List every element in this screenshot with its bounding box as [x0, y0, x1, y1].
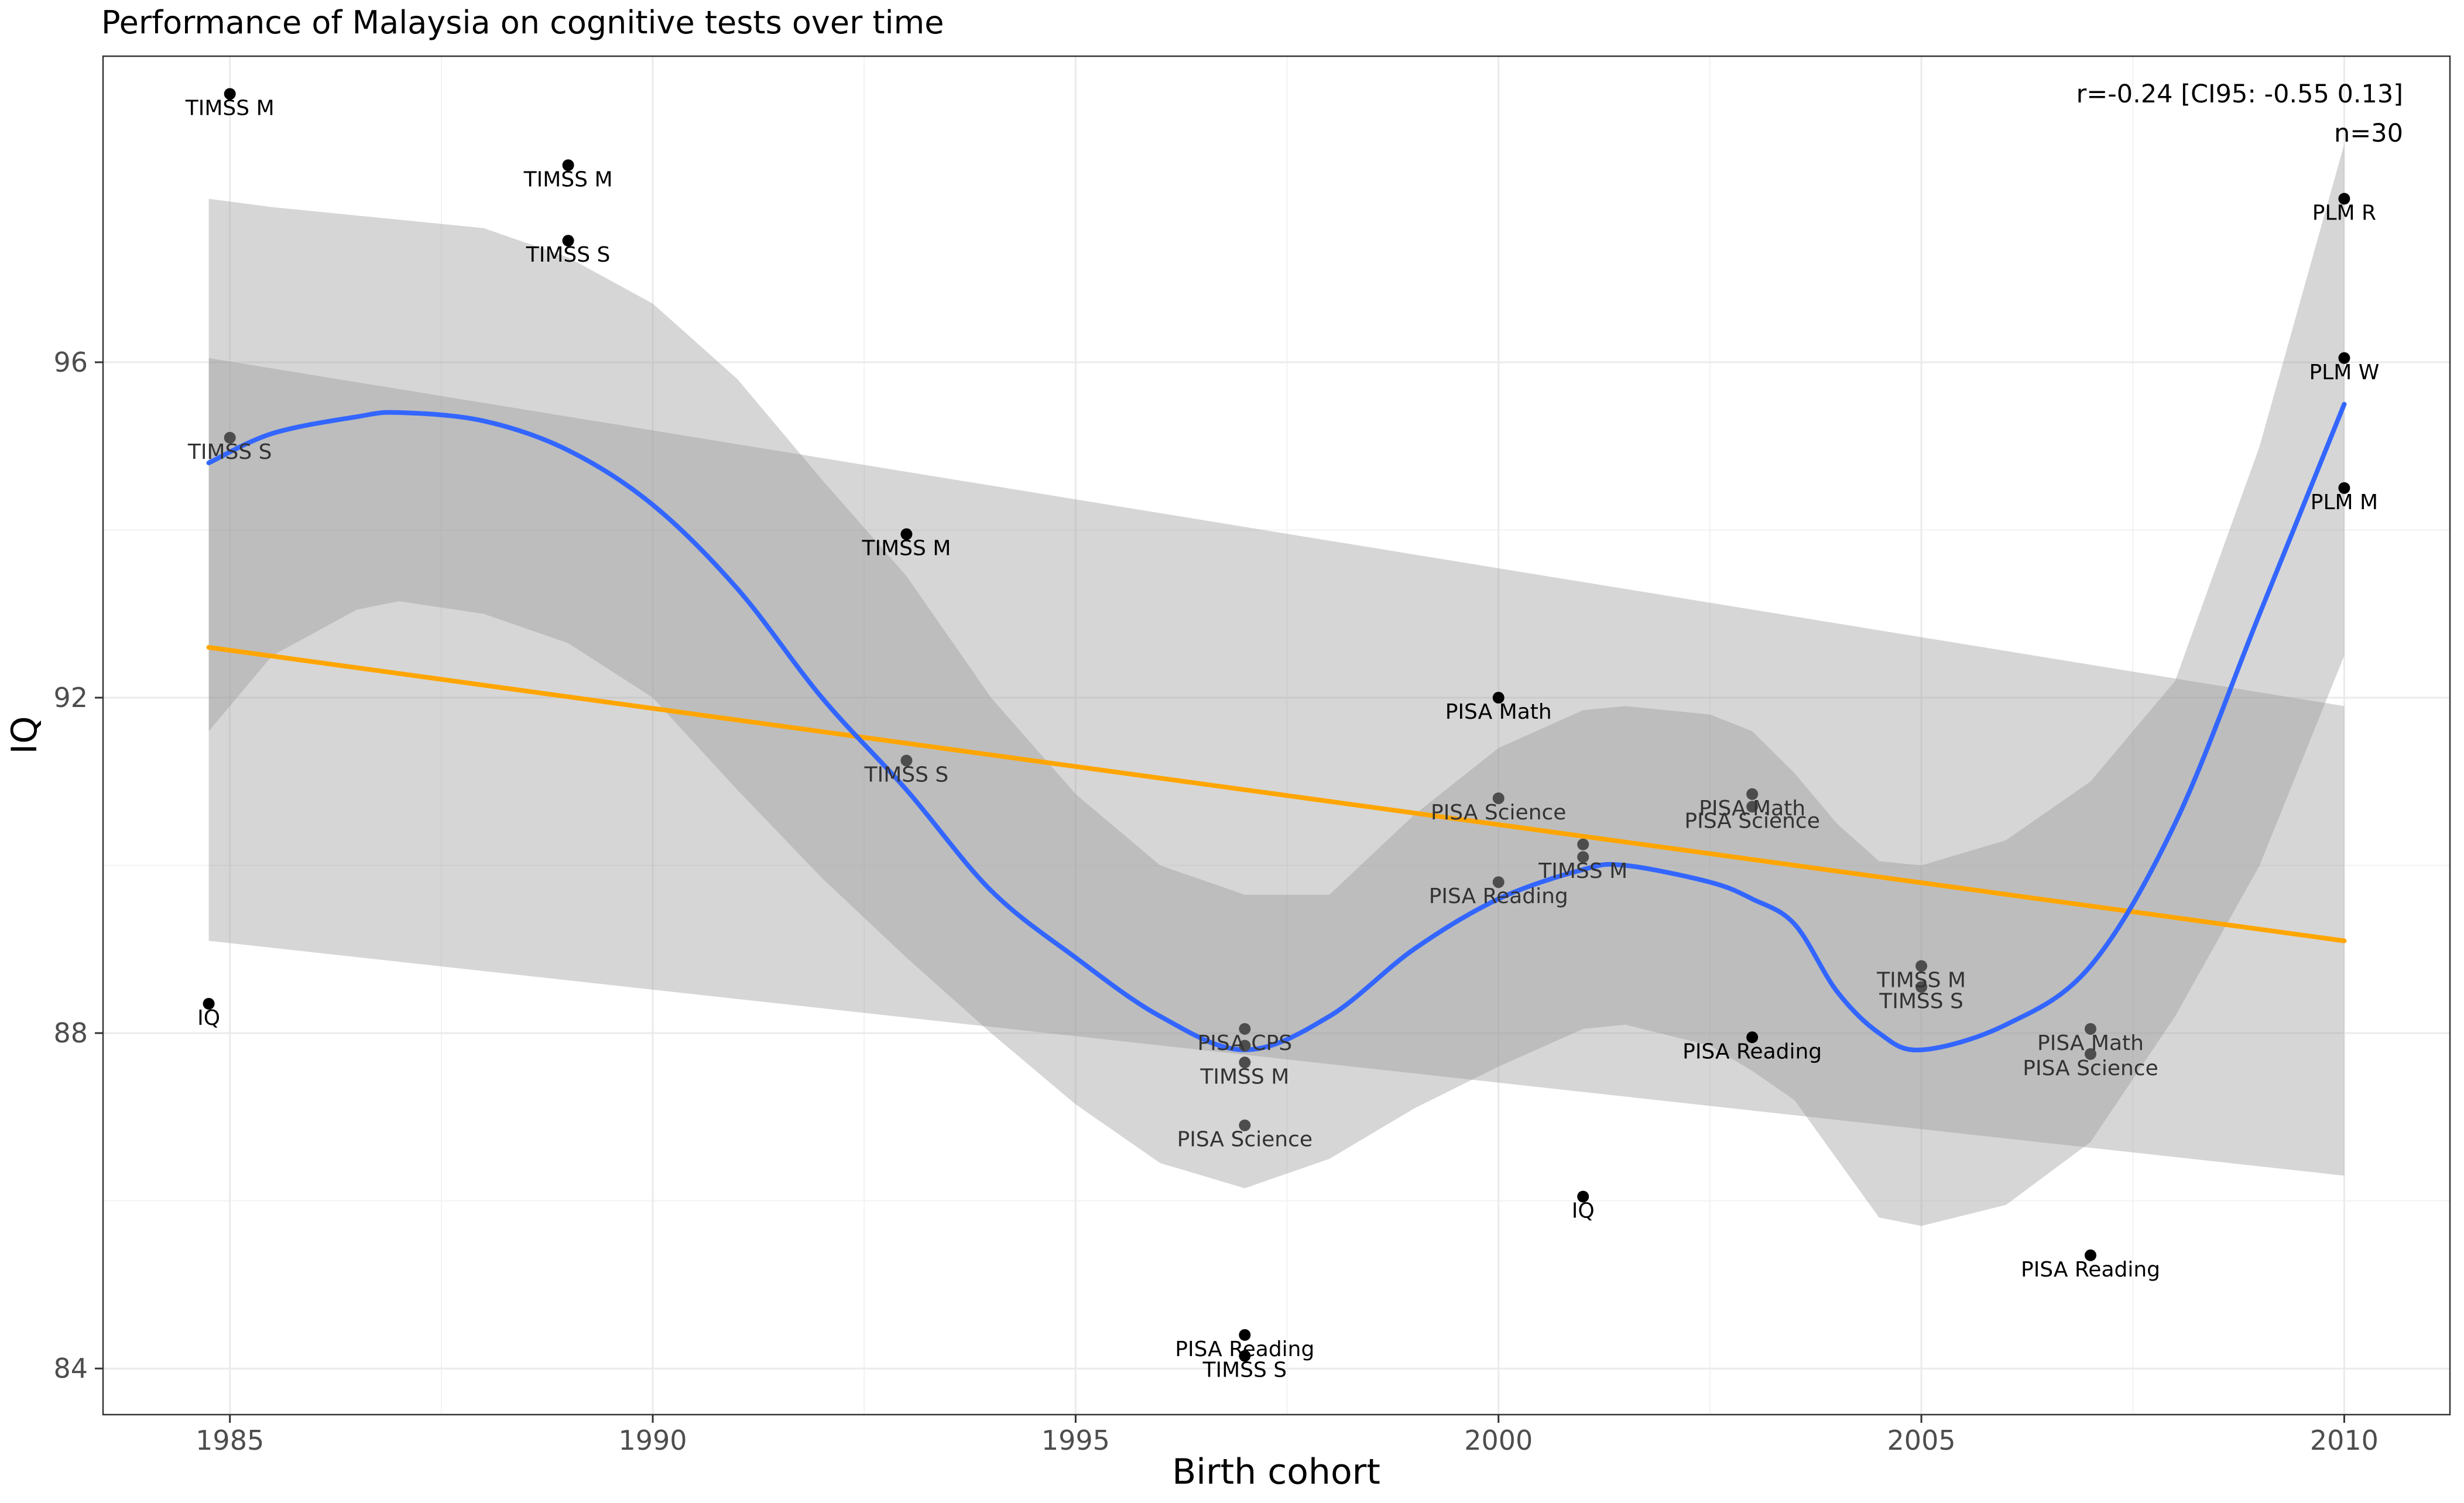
point-label: TIMSS M [185, 96, 275, 120]
x-tick-label: 1995 [1041, 1425, 1110, 1456]
y-axis-label: IQ [4, 716, 45, 754]
point-label: TIMSS S [864, 763, 949, 787]
point-label: PISA Math [1445, 700, 1552, 724]
confidence-band-linear [208, 358, 2345, 1176]
data-point [2085, 1022, 2097, 1035]
y-axis: 84 88 92 96 [53, 346, 103, 1384]
point-label: TIMSS S [526, 243, 611, 267]
data-point [1239, 1329, 1251, 1341]
point-label: PISA Science [1684, 809, 1819, 833]
data-point [1577, 851, 1589, 863]
data-point [1492, 692, 1505, 704]
point-label: TIMSS S [1202, 1358, 1287, 1382]
point-label: TIMSS M [1200, 1065, 1289, 1089]
point-label: PLM R [2312, 201, 2376, 225]
data-point [2338, 482, 2350, 494]
data-point [1239, 1022, 1251, 1035]
point-label: TIMSS M [862, 537, 951, 561]
n-annotation: n=30 [2334, 119, 2403, 148]
data-point [1577, 1190, 1589, 1203]
point-label: PISA Science [1177, 1128, 1312, 1152]
linear-fit-line [206, 645, 2347, 943]
point-label: PLM M [2311, 490, 2378, 514]
data-point [2085, 1249, 2097, 1261]
data-point [1492, 792, 1505, 804]
point-label: TIMSS M [1876, 968, 1966, 992]
data-point [1239, 1350, 1251, 1362]
data-point [900, 754, 913, 767]
data-point [1239, 1039, 1251, 1052]
data-point [1492, 876, 1505, 888]
data-point [562, 235, 574, 247]
confidence-band-smooth [208, 144, 2345, 1226]
data-point [1746, 788, 1759, 800]
x-tick-label: 2000 [1464, 1425, 1533, 1456]
y-tick-label: 96 [53, 346, 88, 378]
x-tick-label: 1990 [619, 1425, 687, 1456]
point-label: TIMSS S [187, 440, 272, 464]
x-tick-label: 1985 [196, 1425, 264, 1456]
x-axis-label: Birth cohort [1172, 1451, 1380, 1492]
data-point [224, 431, 236, 444]
data-point [1239, 1119, 1251, 1131]
y-tick-label: 84 [53, 1353, 88, 1384]
plot-panel-border [102, 55, 2451, 1416]
grid-major [103, 56, 2450, 1415]
data-point [1239, 1056, 1251, 1069]
point-label: PISA Math [2037, 1031, 2144, 1055]
point-label: PISA Reading [2021, 1258, 2160, 1282]
plot-panel [103, 56, 2450, 1415]
point-label: PISA Reading [1682, 1039, 1822, 1063]
data-point [203, 997, 215, 1010]
x-tick-label: 2005 [1887, 1425, 1956, 1456]
point-label: IQ [197, 1006, 220, 1030]
y-tick-label: 88 [53, 1017, 88, 1049]
grid-minor [103, 56, 2450, 1415]
data-point [900, 528, 913, 540]
data-point [562, 159, 574, 171]
point-label: PISA Science [2023, 1056, 2158, 1080]
x-tick-label: 2010 [2310, 1425, 2379, 1456]
point-label: PLM W [2309, 361, 2379, 385]
chart-title: Performance of Malaysia on cognitive tes… [101, 4, 944, 41]
y-tick-label: 92 [53, 682, 88, 713]
data-point [1577, 838, 1589, 850]
data-point [224, 88, 236, 100]
data-point [2338, 352, 2350, 364]
confidence-bands [208, 144, 2345, 1226]
point-label: PISA Math [1699, 797, 1805, 821]
point-label: PISA Science [1431, 801, 1566, 825]
data-point [2085, 1048, 2097, 1060]
data-point [1746, 1031, 1759, 1044]
point-label: IQ [1572, 1199, 1595, 1223]
data-points [203, 88, 2350, 1362]
x-axis: 1985 1990 1995 2000 2005 2010 [196, 1415, 2379, 1456]
data-point [2338, 193, 2350, 205]
point-label: TIMSS S [1879, 989, 1963, 1013]
point-label: PISA Reading [1429, 884, 1568, 908]
point-label: TIMSS M [523, 167, 613, 191]
point-label: TIMSS M [1538, 859, 1627, 883]
point-label: PISA CPS [1198, 1031, 1293, 1055]
data-point [1746, 801, 1759, 813]
data-point [1915, 960, 1928, 972]
data-point [1915, 981, 1928, 993]
fit-lines [206, 402, 2347, 1053]
smooth-fit-line [206, 402, 2347, 1053]
point-label: PISA Reading [1175, 1337, 1314, 1361]
correlation-annotation: r=-0.24 [CI95: -0.55 0.13] [2076, 80, 2403, 109]
